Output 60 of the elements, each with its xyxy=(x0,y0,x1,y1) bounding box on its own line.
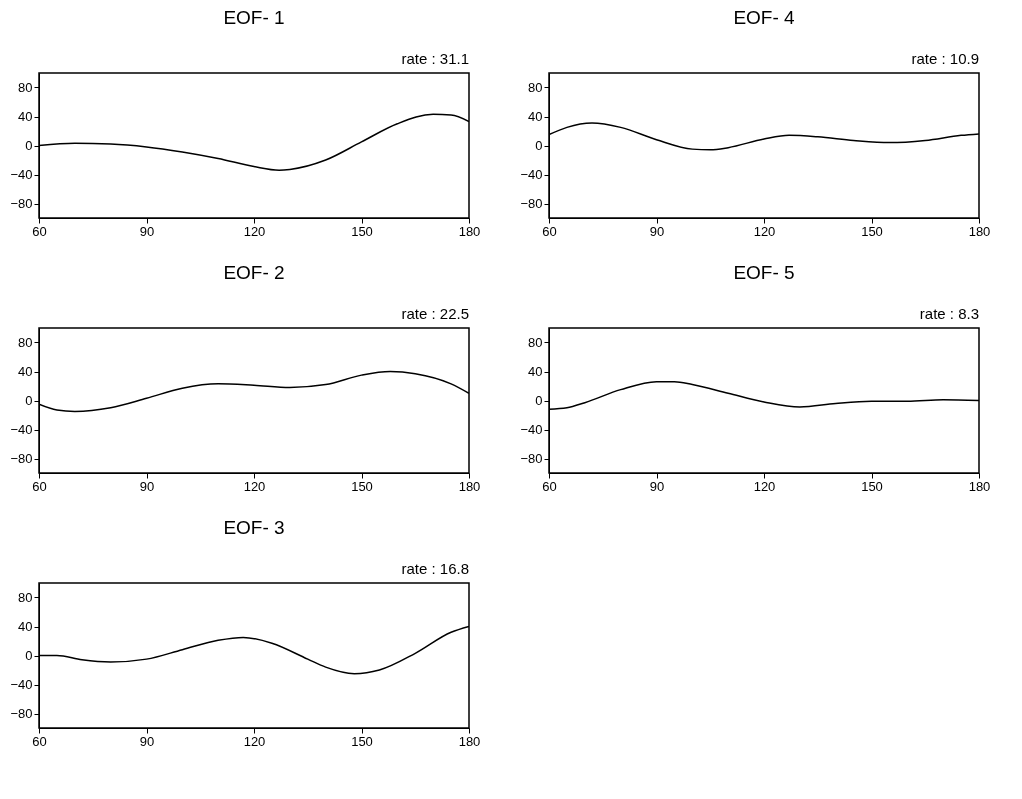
y-tick-label: −40 xyxy=(10,422,33,437)
x-tick-label: 150 xyxy=(351,733,373,749)
x-tick-label: 60 xyxy=(542,223,557,239)
x-tick-label: 180 xyxy=(458,733,481,749)
y-tick-label: −40 xyxy=(520,167,543,182)
x-tick-label: 60 xyxy=(32,478,47,494)
x-tick-label: 180 xyxy=(968,478,991,494)
y-tick-label: 40 xyxy=(18,109,33,124)
x-tick-label: 180 xyxy=(458,478,481,494)
y-tick-label: 40 xyxy=(528,109,543,124)
x-tick-label: 120 xyxy=(753,478,776,494)
chart-title: EOF- 2 xyxy=(223,262,285,283)
y-tick-label: 40 xyxy=(528,364,543,379)
chart-title: EOF- 4 xyxy=(733,7,796,28)
y-tick-label: 80 xyxy=(528,335,543,350)
x-tick-label: 90 xyxy=(139,733,155,749)
y-tick-label: 80 xyxy=(18,80,33,95)
x-tick-label: 120 xyxy=(243,223,266,239)
y-tick-label: −80 xyxy=(10,451,33,466)
y-tick-label: 0 xyxy=(25,138,33,153)
chart-subtitle: rate : 16.8 xyxy=(401,560,469,577)
x-tick-label: 180 xyxy=(968,223,991,239)
y-tick-label: −40 xyxy=(10,167,33,182)
x-tick-label: 120 xyxy=(243,733,266,749)
y-tick-label: −80 xyxy=(520,451,543,466)
x-tick-label: 90 xyxy=(649,223,665,239)
chart-subtitle: rate : 22.5 xyxy=(401,305,469,322)
x-tick-label: 120 xyxy=(753,223,776,239)
chart-title: EOF- 5 xyxy=(733,262,795,283)
chart-title: EOF- 1 xyxy=(223,7,285,28)
y-tick-label: 40 xyxy=(18,364,33,379)
y-tick-label: 0 xyxy=(535,393,543,408)
y-tick-label: 80 xyxy=(18,590,33,605)
x-tick-label: 60 xyxy=(542,478,557,494)
y-tick-label: −80 xyxy=(10,706,33,721)
chart-subtitle: rate : 8.3 xyxy=(919,305,979,322)
x-tick-label: 150 xyxy=(351,223,373,239)
x-tick-label: 150 xyxy=(861,478,883,494)
y-tick-label: 0 xyxy=(25,393,33,408)
chart-title: EOF- 3 xyxy=(223,517,285,538)
x-tick-label: 60 xyxy=(32,223,47,239)
y-tick-label: −40 xyxy=(10,677,33,692)
y-tick-label: −80 xyxy=(10,196,33,211)
x-tick-label: 150 xyxy=(861,223,883,239)
y-tick-label: −80 xyxy=(520,196,543,211)
x-tick-label: 90 xyxy=(649,478,665,494)
y-tick-label: 0 xyxy=(25,648,33,663)
x-tick-label: 60 xyxy=(32,733,47,749)
x-tick-label: 180 xyxy=(458,223,481,239)
x-tick-label: 150 xyxy=(351,478,373,494)
y-tick-label: 80 xyxy=(528,80,543,95)
y-tick-label: 80 xyxy=(18,335,33,350)
y-tick-label: 0 xyxy=(535,138,543,153)
x-tick-label: 120 xyxy=(243,478,266,494)
x-tick-label: 90 xyxy=(139,478,155,494)
y-tick-label: −40 xyxy=(520,422,543,437)
chart-subtitle: rate : 31.1 xyxy=(401,50,469,67)
chart-subtitle: rate : 10.9 xyxy=(911,50,979,67)
x-tick-label: 90 xyxy=(139,223,155,239)
y-tick-label: 40 xyxy=(18,619,33,634)
